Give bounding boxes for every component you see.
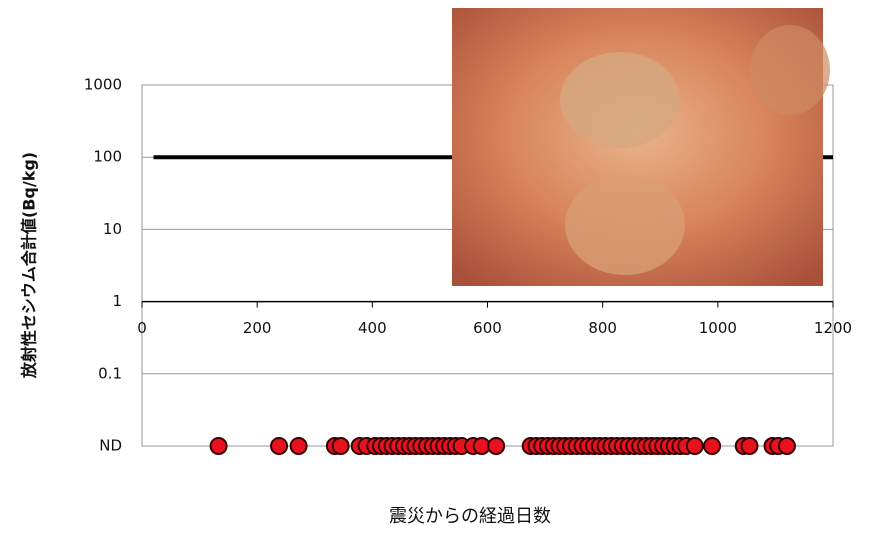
x-axis-title: 震災からの経過日数 <box>389 506 551 527</box>
x-tick-label: 200 <box>243 319 272 337</box>
data-point <box>331 437 350 455</box>
crab-shell <box>565 175 685 275</box>
data-point <box>209 437 228 455</box>
x-tick-label: 800 <box>588 319 617 337</box>
crab-shell <box>560 52 680 148</box>
photo <box>452 8 830 286</box>
data-point <box>685 437 704 455</box>
x-tick-label: 0 <box>137 319 147 337</box>
y-tick-label: 1 <box>112 292 122 310</box>
data-point <box>270 437 289 455</box>
y-tick-label: 1000 <box>84 76 122 94</box>
y-tick-label: 100 <box>93 148 122 166</box>
data-point <box>740 437 759 455</box>
y-tick-label: 0.1 <box>98 364 122 382</box>
y-tick-label: 10 <box>103 220 122 238</box>
x-tick-label: 1200 <box>814 319 852 337</box>
data-point <box>289 437 308 455</box>
plot-area: ND 0.1 1 10 100 1000 0 200 400 600 800 1000 1200 <box>84 76 852 455</box>
crab-shell <box>750 25 830 115</box>
x-tick-label: 1000 <box>699 319 737 337</box>
y-tick-label: ND <box>99 437 122 455</box>
data-point <box>703 437 722 455</box>
data-point <box>487 437 506 455</box>
x-tick-label: 400 <box>358 319 387 337</box>
x-tick-label: 600 <box>473 319 502 337</box>
data-point <box>777 437 796 455</box>
y-axis-title: 放射性セシウム合計値(Bq/kg) <box>20 152 39 379</box>
